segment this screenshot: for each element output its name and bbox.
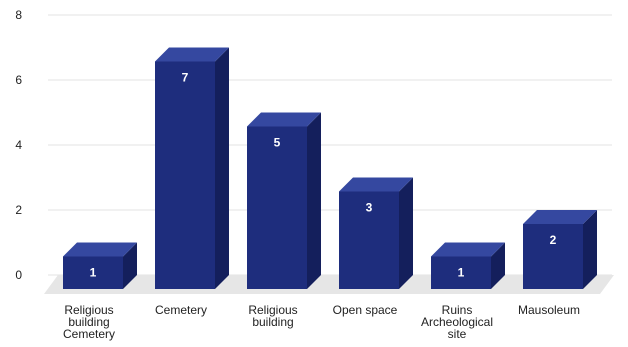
y-tick-label-4: 4: [15, 138, 22, 152]
bar-side-0: [123, 242, 137, 289]
category-label-0-line-0: Religious: [64, 303, 113, 317]
bar-side-5: [583, 210, 597, 289]
category-label-1: Cemetery: [155, 303, 207, 317]
category-label-4: Ruins Archeological site: [421, 303, 493, 341]
category-label-2-line-1: building: [252, 315, 293, 329]
category-label-5-line-0: Mausoleum: [518, 303, 580, 317]
data-label-2: 5: [274, 136, 281, 150]
bar-front-4: [431, 256, 491, 289]
category-label-4-line-1: Archeological: [421, 315, 493, 329]
y-tick-label-0: 0: [15, 268, 22, 282]
category-label-3: Open space: [333, 303, 398, 317]
category-label-5: Mausoleum: [518, 303, 580, 317]
category-label-1-line-0: Cemetery: [155, 303, 207, 317]
bar-front-5: [523, 224, 583, 289]
category-label-4-line-0: Ruins: [442, 303, 473, 317]
category-label-0-line-2: Cemetery: [63, 327, 115, 341]
bar-top-5: [523, 210, 597, 224]
bar-side-3: [399, 177, 413, 289]
bar-side-4: [491, 242, 505, 289]
bar-0: [63, 242, 137, 289]
data-label-5: 2: [550, 233, 557, 247]
bar-front-2: [247, 126, 307, 289]
y-tick-label-8: 8: [15, 8, 22, 22]
bar-front-1: [155, 61, 215, 289]
category-label-4-line-2: site: [448, 327, 467, 341]
y-tick-label-6: 6: [15, 73, 22, 87]
bar-top-1: [155, 47, 229, 62]
category-label-0-line-1: building: [68, 315, 109, 329]
bar-top-4: [431, 242, 505, 257]
bar-front-3: [339, 191, 399, 289]
bar-4: [431, 242, 505, 289]
data-labels: 1 7 5 3 1 2: [90, 71, 557, 280]
bar-top-2: [247, 112, 321, 127]
bar-1: [155, 47, 229, 289]
bar-front-0: [63, 256, 123, 289]
data-label-4: 1: [458, 266, 465, 280]
bar-2: [247, 112, 321, 289]
data-label-3: 3: [366, 201, 373, 215]
category-label-3-line-0: Open space: [333, 303, 398, 317]
bar-3: [339, 177, 413, 289]
bar-side-2: [307, 112, 321, 289]
data-label-0: 1: [90, 266, 97, 280]
bar-top-3: [339, 177, 413, 192]
y-tick-label-2: 2: [15, 203, 22, 217]
data-label-1: 7: [182, 71, 189, 85]
bar-side-1: [215, 47, 229, 289]
bar-top-0: [63, 242, 137, 257]
category-label-0: Religious building Cemetery: [63, 303, 115, 341]
bars: [63, 47, 597, 289]
bar-5: [523, 210, 597, 289]
category-label-2: Religious building: [248, 303, 297, 329]
y-axis-ticks: 0 2 4 6 8: [15, 8, 22, 282]
category-label-2-line-0: Religious: [248, 303, 297, 317]
